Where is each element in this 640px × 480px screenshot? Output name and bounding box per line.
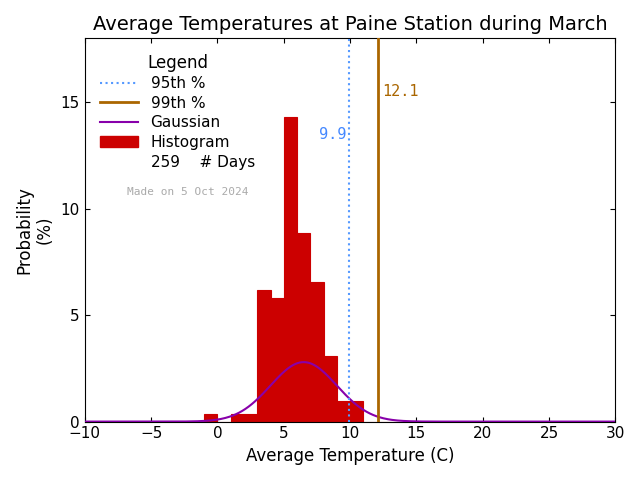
Bar [310,282,324,421]
Text: 9.9: 9.9 [319,127,347,142]
Text: Made on 5 Oct 2024: Made on 5 Oct 2024 [127,187,249,197]
Bar [337,401,350,421]
Legend: 95th %, 99th %, Gaussian, Histogram, 259    # Days: 95th %, 99th %, Gaussian, Histogram, 259… [93,46,262,177]
X-axis label: Average Temperature (C): Average Temperature (C) [246,447,454,465]
Bar [297,232,310,421]
Bar [284,117,297,421]
Bar [257,290,271,421]
Text: 12.1: 12.1 [382,84,419,99]
Bar [231,414,244,421]
Bar [350,401,364,421]
Bar [324,356,337,421]
Bar [244,414,257,421]
Title: Average Temperatures at Paine Station during March: Average Temperatures at Paine Station du… [93,15,607,34]
Bar [204,414,218,421]
Y-axis label: Probability
(%): Probability (%) [15,186,54,274]
Bar [271,298,284,421]
